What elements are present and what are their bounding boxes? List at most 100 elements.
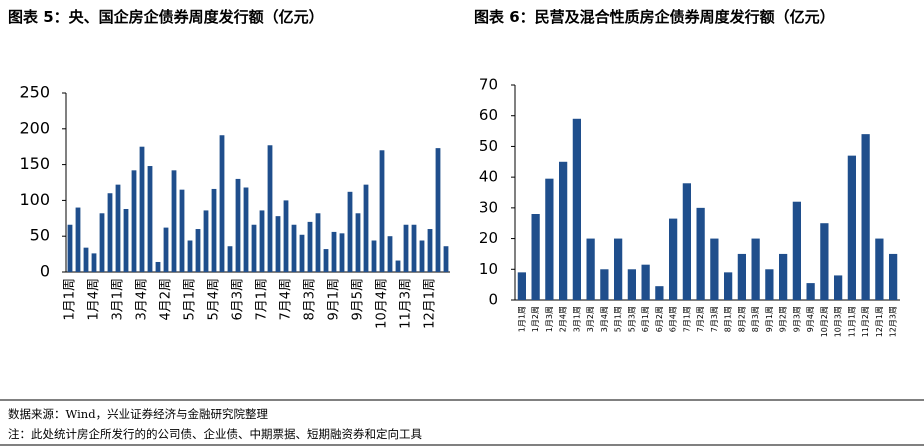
x-tick-label: 10月4周 xyxy=(375,278,390,329)
x-tick-label: 1月1周 xyxy=(63,278,78,321)
bar xyxy=(371,240,377,272)
bar xyxy=(779,253,788,300)
bar xyxy=(307,221,313,272)
bar xyxy=(682,183,691,300)
bar xyxy=(545,178,554,300)
x-tick-label: 11月2周 xyxy=(861,306,870,337)
y-tick-label: 50 xyxy=(479,137,498,155)
bar xyxy=(443,246,449,272)
bar xyxy=(83,247,89,272)
x-tick-label: 9月3周 xyxy=(792,306,801,332)
x-tick-label: 2月4周 xyxy=(559,306,568,332)
bar xyxy=(283,200,289,272)
bar xyxy=(99,213,105,272)
bar xyxy=(123,208,129,272)
bar xyxy=(163,227,169,272)
bar xyxy=(323,249,329,272)
bar xyxy=(861,134,870,300)
y-tick-label: 0 xyxy=(488,291,498,309)
x-tick-label: 5月4周 xyxy=(207,278,222,321)
x-tick-label: 8月2周 xyxy=(737,306,746,332)
x-tick-label: 8月3周 xyxy=(751,306,760,332)
x-tick-label: 7月1周 xyxy=(255,278,270,321)
note: 注：此处统计房企所发行的的公司债、企业债、中期票据、短期融资券和定向工具 xyxy=(8,427,422,441)
y-tick-label: 30 xyxy=(479,198,498,216)
x-tick-label: 6月4周 xyxy=(669,306,678,332)
bar xyxy=(115,184,121,272)
bar xyxy=(614,238,623,300)
bar xyxy=(227,246,233,272)
bar xyxy=(655,286,664,300)
y-tick-label: 150 xyxy=(19,154,50,173)
bar xyxy=(600,269,609,300)
bar xyxy=(387,236,393,272)
bar xyxy=(91,253,97,272)
source: 数据来源：Wind，兴业证券经济与金融研究院整理 xyxy=(8,407,269,421)
bar xyxy=(275,216,281,272)
x-tick-label: 12月3周 xyxy=(889,306,898,337)
bar xyxy=(427,229,433,272)
y-tick-label: 60 xyxy=(479,106,498,124)
bar xyxy=(559,161,568,300)
x-tick-label: 6月1周 xyxy=(641,306,650,332)
x-tick-label: 1月4周 xyxy=(87,278,102,321)
x-tick-label: 10月3周 xyxy=(834,306,843,337)
bar xyxy=(889,253,898,300)
y-tick-label: 70 xyxy=(479,76,498,94)
y-tick-label: 20 xyxy=(479,229,498,247)
bar xyxy=(517,272,526,300)
x-tick-label: 1月2周 xyxy=(531,306,540,332)
x-tick-label: 9月1周 xyxy=(327,278,342,321)
bar xyxy=(419,240,425,272)
bar xyxy=(347,191,353,272)
bar xyxy=(355,213,361,272)
bar xyxy=(203,210,209,272)
bar xyxy=(339,233,345,272)
bar xyxy=(131,170,137,272)
bar xyxy=(187,240,193,272)
bar xyxy=(765,269,774,300)
bar xyxy=(147,166,153,272)
x-tick-label: 7月2周 xyxy=(696,306,705,332)
bar xyxy=(315,213,321,272)
x-tick-label: 11月3周 xyxy=(399,278,414,329)
x-tick-label: 12月1周 xyxy=(875,306,884,337)
bar xyxy=(291,224,297,272)
bar xyxy=(195,229,201,272)
x-tick-label: 5月3周 xyxy=(627,306,636,332)
bar xyxy=(435,148,441,272)
bar xyxy=(243,187,249,272)
bar xyxy=(219,135,225,272)
x-tick-label: 3月2周 xyxy=(586,306,595,332)
bar xyxy=(806,283,815,300)
bar xyxy=(67,224,73,272)
bar xyxy=(834,275,843,300)
bar xyxy=(251,224,257,272)
y-tick-label: 40 xyxy=(479,168,498,186)
x-tick-label: 9月2周 xyxy=(779,306,788,332)
x-tick-label: 8月3周 xyxy=(303,278,318,321)
bar xyxy=(331,231,337,272)
bar xyxy=(847,155,856,300)
bar xyxy=(411,224,417,272)
bar xyxy=(751,238,760,300)
x-tick-label: 6月3周 xyxy=(231,278,246,321)
x-tick-label: 1月3周 xyxy=(545,306,554,332)
x-tick-label: 10月2周 xyxy=(820,306,829,337)
x-tick-label: 3月1周 xyxy=(111,278,126,321)
bar xyxy=(259,210,265,272)
x-tick-label: 9月5周 xyxy=(351,278,366,321)
bar xyxy=(211,188,217,272)
bar xyxy=(75,207,81,272)
bar xyxy=(171,170,177,272)
x-tick-label: 12月1周 xyxy=(423,278,438,329)
x-tick-label: 6月2周 xyxy=(655,306,664,332)
x-tick-label: 3月1周 xyxy=(572,306,581,332)
bar xyxy=(107,193,113,272)
chart-title: 图表 5：央、国企房企债券周度发行额（亿元） xyxy=(8,8,324,26)
x-tick-label: 11月1周 xyxy=(847,306,856,337)
y-tick-label: 50 xyxy=(30,226,50,245)
bar xyxy=(531,214,540,300)
x-tick-label: 3月4周 xyxy=(600,306,609,332)
